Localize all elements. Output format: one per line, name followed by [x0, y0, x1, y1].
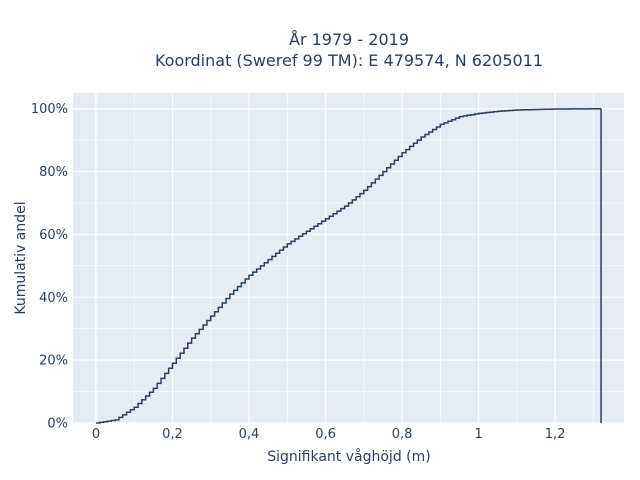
ecdf-line [95, 107, 602, 424]
x-tick-label: 0 [92, 427, 100, 442]
tick-labels: 0 0,2 0,4 0,6 0,8 1 1,2 0% 20% 40% 60% 80% 100% [31, 102, 566, 442]
y-tick-label: 100% [31, 102, 68, 117]
x-tick-label: 1,2 [545, 427, 566, 442]
x-axis-title: Signifikant våghöjd (m) [267, 448, 430, 465]
chart-title-line-1: År 1979 - 2019 [289, 30, 409, 49]
y-tick-label: 20% [39, 354, 68, 369]
chart-title-line-2: Koordinat (Sweref 99 TM): E 479574, N 62… [155, 51, 543, 70]
y-tick-label: 0% [47, 417, 68, 432]
y-axis-title: Kumulativ andel [13, 201, 29, 314]
x-tick-label: 1 [474, 427, 482, 442]
plot-area [73, 93, 624, 423]
x-tick-label: 0,4 [239, 427, 260, 442]
x-tick-label: 0,6 [315, 427, 336, 442]
x-tick-label: 0,8 [392, 427, 413, 442]
y-tick-label: 40% [39, 291, 68, 306]
series-layer [95, 107, 602, 424]
y-tick-label: 60% [39, 228, 68, 243]
y-tick-label: 80% [39, 165, 68, 180]
x-tick-label: 0,2 [162, 427, 183, 442]
